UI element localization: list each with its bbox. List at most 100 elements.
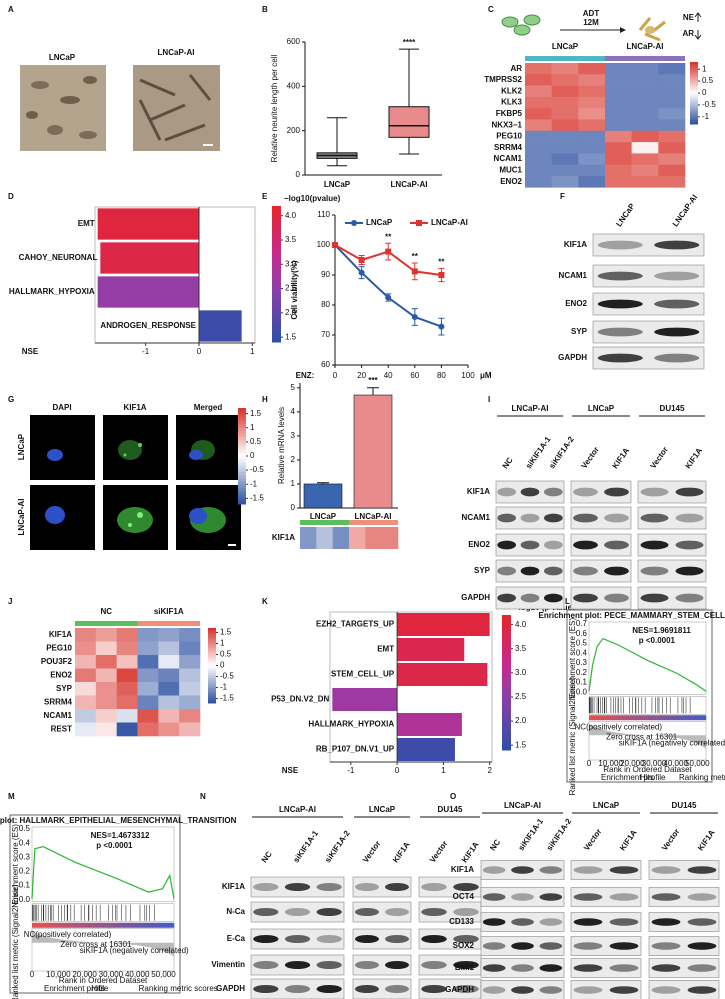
heat-cell [631, 74, 659, 86]
row-label: SYP [571, 327, 588, 336]
error-bar [317, 482, 329, 484]
band [539, 942, 563, 950]
colorbar-step [690, 78, 698, 82]
heat-cell [381, 527, 399, 549]
colorbar-step [238, 427, 246, 431]
band [385, 883, 409, 891]
rank-gradient [67, 922, 75, 928]
blot-strip [352, 978, 412, 999]
colorbar-tick-label: 0.5 [702, 76, 714, 85]
band [604, 487, 629, 497]
y-tick-label: 80 [321, 300, 330, 309]
bar [397, 663, 488, 686]
row-label: E-Ca [227, 934, 246, 943]
band [544, 566, 563, 576]
x-tick-label: LNCaP-AI [355, 512, 392, 521]
rank-gradient [32, 922, 40, 928]
heat-cell [116, 722, 138, 737]
legend-label: LNCaP-AI [431, 218, 468, 227]
heat-cell [658, 119, 686, 132]
colorbar-step [690, 74, 698, 77]
bar [199, 310, 242, 342]
colorbar-tick-label: 2.0 [285, 308, 297, 317]
bar [397, 638, 465, 661]
band [482, 986, 506, 994]
colorbar-step [502, 691, 511, 697]
bar [332, 688, 398, 711]
y-tick-label: 0.3 [576, 658, 588, 667]
colorbar-step [502, 673, 511, 679]
x-axis-label: NSE [282, 766, 299, 775]
group-label: LNCaP-AI [279, 805, 316, 814]
p-value: p <0.0001 [639, 636, 676, 645]
band [511, 942, 534, 950]
band [520, 566, 540, 576]
colorbar-step [238, 440, 246, 444]
rank-gradient [95, 922, 104, 928]
heat-cell [137, 709, 159, 723]
colorbar-step [690, 95, 698, 98]
x-tick-label: 80 [437, 371, 446, 380]
band [573, 566, 598, 576]
colorbar-step [208, 635, 216, 639]
heat-cell [137, 641, 159, 656]
band [651, 918, 681, 926]
plot-frame [31, 826, 175, 903]
y-tick-label: 0.1 [19, 881, 31, 890]
heat-cell [631, 63, 659, 75]
band [355, 935, 379, 943]
colorbar-step [690, 119, 698, 123]
rank-gradient [635, 715, 642, 721]
colorbar-step [272, 246, 281, 252]
band [544, 513, 563, 523]
blot-strip [570, 980, 642, 999]
legend-label: LNCaP [366, 218, 393, 227]
rank-gradient [700, 715, 707, 721]
heat-cell [179, 641, 201, 656]
colorbar-step [272, 215, 281, 221]
row-label: Vimentin [211, 960, 245, 969]
colorbar-step [272, 319, 281, 325]
x-prefix: ENZ: [296, 371, 315, 380]
band [520, 540, 540, 550]
colorbar-step [238, 465, 246, 470]
gene-label: SYP [56, 684, 73, 693]
colorbar-step [208, 645, 216, 649]
heat-cell [605, 142, 632, 154]
gene-label: SRRM4 [44, 697, 73, 706]
heat-cell [158, 682, 180, 696]
heat-cell [631, 142, 659, 154]
colorbar-step [208, 650, 216, 654]
metric-frame [588, 720, 707, 761]
colorbar-step [690, 101, 698, 104]
band [253, 935, 279, 943]
colorbar-step [690, 72, 698, 75]
band [654, 299, 700, 309]
row-label: ENO2 [468, 540, 490, 549]
enrichment-curve [31, 846, 175, 899]
p-value: p <0.0001 [96, 841, 133, 850]
colorbar-step [502, 615, 511, 620]
rank-gradient [653, 715, 660, 721]
group-bar [525, 56, 605, 61]
band [597, 353, 643, 363]
colorbar-step [502, 718, 511, 724]
band [539, 893, 563, 901]
colorbar-step [502, 732, 511, 737]
colorbar-tick-label: -0.5 [220, 672, 234, 681]
blot-strip [570, 559, 632, 583]
band [453, 985, 479, 993]
band [654, 240, 700, 250]
band [497, 540, 516, 550]
heat-cell [137, 668, 159, 683]
heat-cell [525, 164, 552, 177]
band [640, 593, 669, 603]
colorbar-step [238, 430, 246, 435]
colorbar-step [238, 424, 246, 428]
band [497, 593, 516, 603]
band [609, 918, 639, 926]
lane-label: siKIF1A-1 [291, 829, 320, 865]
band [511, 964, 534, 972]
y-tick-label: 0.5 [576, 639, 588, 648]
band [573, 866, 603, 874]
